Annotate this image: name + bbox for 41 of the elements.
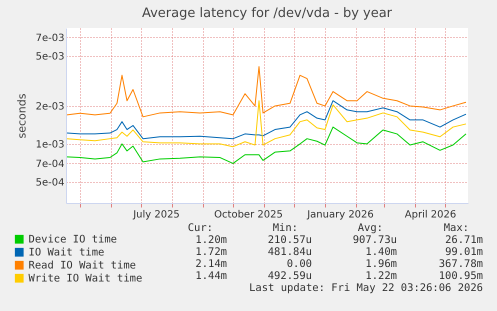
text: 1.22m bbox=[365, 270, 397, 282]
line-series bbox=[66, 66, 466, 118]
x-tick-label: July 2025 bbox=[132, 210, 180, 220]
text: 0.00 bbox=[286, 258, 312, 270]
text: 99.01m bbox=[445, 246, 483, 258]
y-tick-label: 5e-04 bbox=[36, 177, 64, 188]
legend-label: IO Wait time bbox=[28, 246, 104, 258]
text: Last update: Fri May 22 03:26:06 2026 bbox=[249, 282, 483, 294]
text: 1.72m bbox=[195, 246, 227, 258]
text: Max: bbox=[444, 222, 469, 234]
y-tick-label: 2e-03 bbox=[36, 101, 64, 112]
text: 100.95m bbox=[438, 270, 483, 282]
y-tick-label: 5e-03 bbox=[36, 51, 64, 62]
y-tick-label: 7e-03 bbox=[36, 32, 64, 44]
text: 1.20m bbox=[195, 234, 227, 246]
y-tick-label: 1e-03 bbox=[36, 139, 64, 150]
line-series bbox=[66, 100, 466, 140]
text: 2.14m bbox=[195, 258, 227, 270]
x-tick-label: October 2025 bbox=[214, 210, 283, 220]
legend-label: Device IO time bbox=[28, 233, 118, 246]
text: 1.96m bbox=[365, 258, 397, 270]
y-tick-label: 7e-04 bbox=[36, 158, 64, 170]
line-series bbox=[66, 100, 466, 148]
text: Avg: bbox=[358, 222, 383, 234]
x-tick-label: April 2026 bbox=[404, 210, 456, 220]
text: 1.40m bbox=[365, 246, 397, 258]
y-axis-title: seconds bbox=[16, 93, 29, 138]
text: Cur: bbox=[188, 222, 213, 234]
line-series bbox=[66, 126, 466, 164]
text: Min: bbox=[272, 222, 298, 234]
text: 907.73u bbox=[352, 234, 397, 246]
text: 367.78m bbox=[438, 258, 483, 270]
x-tick-label: January 2026 bbox=[306, 210, 374, 220]
text: 1.44m bbox=[195, 270, 227, 282]
chart-title: Average latency for /dev/vda - by year bbox=[142, 6, 393, 21]
text: 210.57u bbox=[268, 234, 312, 246]
text: 26.71m bbox=[445, 234, 483, 246]
text: 492.59u bbox=[268, 270, 312, 282]
legend-label: Write IO Wait time bbox=[28, 272, 142, 284]
legend-label: Read IO Wait time bbox=[28, 259, 136, 272]
text: 481.84u bbox=[268, 246, 312, 258]
